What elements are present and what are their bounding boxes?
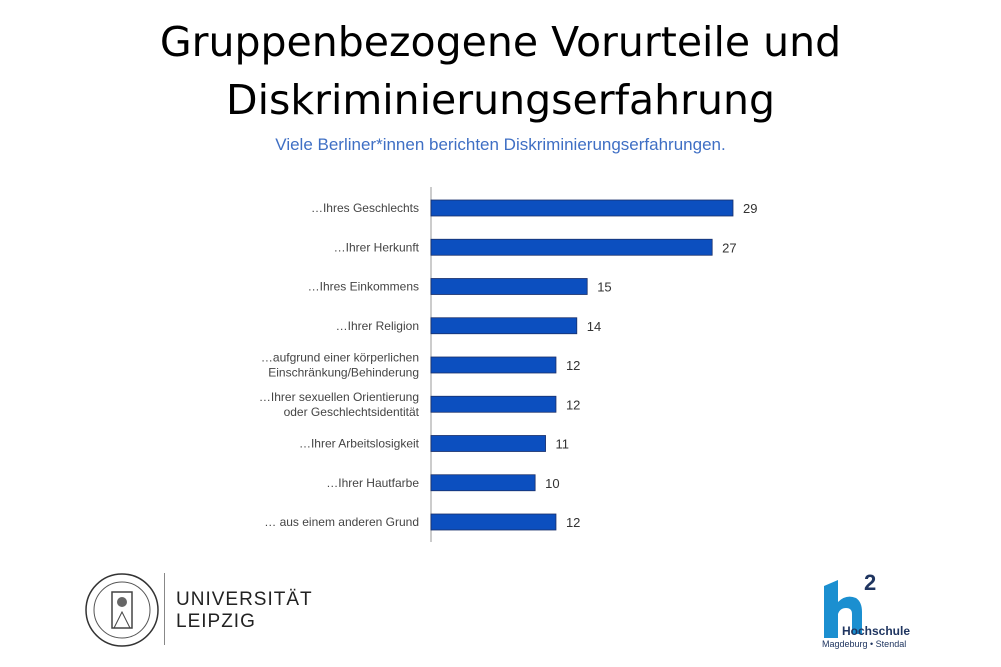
title-line-2: Diskriminierungserfahrung	[226, 76, 775, 124]
category-label: oder Geschlechtsidentität	[284, 405, 420, 419]
data-label: 29	[743, 201, 757, 216]
data-label: 12	[566, 358, 580, 373]
data-label: 10	[545, 476, 559, 491]
university-leipzig-logo: UNIVERSITÄT LEIPZIG	[176, 589, 313, 633]
category-label: Einschränkung/Behinderung	[268, 366, 419, 380]
bar	[430, 238, 713, 256]
category-label: …Ihres Geschlechts	[311, 201, 419, 215]
slide-title: Gruppenbezogene Vorurteile und Diskrimin…	[0, 13, 1001, 129]
data-label: 12	[566, 397, 580, 412]
logo-places: Magdeburg • Stendal	[822, 639, 906, 649]
title-line-1: Gruppenbezogene Vorurteile und	[159, 18, 842, 66]
bar	[430, 278, 588, 295]
data-label: 11	[556, 437, 570, 452]
category-label: …aufgrund einer körperlichen	[261, 351, 419, 365]
bar	[430, 317, 578, 335]
bar	[430, 435, 546, 452]
category-label: …Ihrer Herkunft	[334, 240, 420, 254]
bar	[430, 356, 557, 374]
logo-line-1: UNIVERSITÄT	[176, 589, 313, 610]
data-label: 14	[587, 319, 601, 334]
data-label: 27	[722, 240, 736, 255]
svg-text:2: 2	[864, 572, 876, 595]
logo-name: Hochschule	[842, 624, 910, 638]
logo-line-2: LEIPZIG	[176, 611, 256, 632]
bar	[430, 395, 557, 413]
logo-divider	[164, 573, 165, 645]
bar	[430, 474, 536, 492]
data-label: 12	[566, 515, 580, 530]
category-label: …Ihrer Arbeitslosigkeit	[299, 437, 420, 451]
university-seal-icon	[85, 573, 159, 647]
category-label: …Ihrer Religion	[336, 319, 419, 333]
slide-subtitle: Viele Berliner*innen berichten Diskrimin…	[275, 135, 726, 154]
bar	[430, 513, 557, 531]
category-label: …Ihres Einkommens	[308, 280, 419, 294]
category-label: … aus einem anderen Grund	[264, 515, 419, 529]
bar	[430, 199, 734, 217]
data-label: 15	[597, 280, 611, 295]
category-label: …Ihrer Hautfarbe	[326, 476, 419, 490]
hochschule-magdeburg-stendal-logo: 2 Hochschule Magdeburg • Stendal	[822, 572, 910, 649]
category-label: …Ihrer sexuellen Orientierung	[259, 390, 419, 404]
